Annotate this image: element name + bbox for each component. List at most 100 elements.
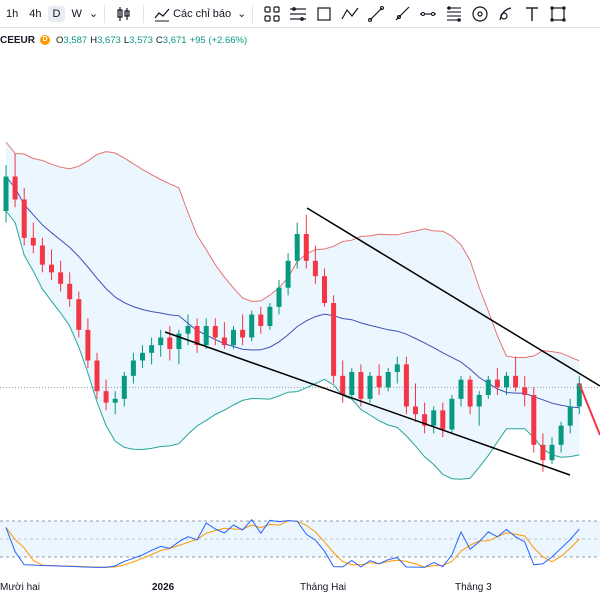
candle-body xyxy=(303,234,309,261)
open-label: O xyxy=(56,34,64,46)
circle-target-icon[interactable] xyxy=(469,3,491,25)
candle-body xyxy=(494,379,500,388)
candle-body xyxy=(367,375,373,399)
symbol-name: CEEUR xyxy=(0,34,36,46)
candle-body xyxy=(140,352,145,361)
candle-body xyxy=(504,375,509,388)
candle-body xyxy=(112,398,118,403)
crop-icon[interactable] xyxy=(547,3,569,25)
candle-body xyxy=(94,360,100,392)
chevron-down-icon[interactable]: ⌄ xyxy=(237,8,247,20)
candle-body xyxy=(485,379,491,395)
horizontal-lines-icon[interactable] xyxy=(287,3,309,25)
candle-body xyxy=(531,395,537,445)
high-label: H xyxy=(90,34,98,46)
text-icon[interactable] xyxy=(521,3,543,25)
rectangle-icon[interactable] xyxy=(313,3,335,25)
candle-body xyxy=(58,272,64,284)
candle-body xyxy=(394,364,400,372)
timeframe-1h[interactable]: 1h xyxy=(6,7,19,20)
candle-body xyxy=(558,425,564,445)
data-source-badge: D xyxy=(40,35,51,45)
low-value: 3,573 xyxy=(129,34,153,46)
timeframe-4h[interactable]: 4h xyxy=(29,7,42,20)
candle-body xyxy=(440,410,446,430)
trend-line-upper xyxy=(306,207,600,387)
candle-body xyxy=(576,383,582,407)
toolbar-divider xyxy=(252,4,254,23)
candle-body xyxy=(285,260,291,288)
candle-body xyxy=(103,391,109,403)
candle-body xyxy=(149,345,155,353)
ray-icon[interactable] xyxy=(391,3,413,25)
candle-body xyxy=(49,264,54,273)
indicators-button[interactable]: Các chỉ báo xyxy=(150,6,235,22)
layout-icon[interactable] xyxy=(261,3,283,25)
low-label: L xyxy=(123,34,130,46)
change-value: +95 (+2.66%) xyxy=(189,34,248,46)
high-value: 3,673 xyxy=(97,34,121,46)
time-label-february: Tháng Hai xyxy=(300,582,347,593)
candle-body xyxy=(413,406,418,415)
candle-body xyxy=(449,398,455,430)
candle-body xyxy=(167,337,173,349)
candle-body xyxy=(203,326,209,346)
candle-body xyxy=(513,375,519,388)
candle-body xyxy=(322,276,327,303)
bollinger-band-fill xyxy=(6,142,580,480)
candle-body xyxy=(340,375,346,395)
candle-body xyxy=(294,234,300,261)
chevron-down-icon[interactable]: ⌄ xyxy=(88,8,99,20)
candle-body xyxy=(567,406,573,426)
fib-lines-icon[interactable] xyxy=(443,3,465,25)
timeframe-d[interactable]: D xyxy=(47,5,66,22)
indicators-label: Các chỉ báo xyxy=(173,7,232,20)
candle-body xyxy=(76,299,82,330)
candle-body xyxy=(258,314,264,326)
close-value: 3,671 xyxy=(162,34,187,46)
trend-line-icon[interactable] xyxy=(365,3,387,25)
candle-body xyxy=(39,245,45,265)
timeframe-w[interactable]: W xyxy=(71,7,82,20)
trend-line-lower xyxy=(164,331,571,476)
path-icon[interactable] xyxy=(339,3,361,25)
candle-body xyxy=(240,329,246,338)
candle-body xyxy=(267,306,273,326)
candle-body xyxy=(212,326,218,338)
shapes-icon[interactable] xyxy=(495,3,517,25)
candle-body xyxy=(476,395,482,407)
candle-body xyxy=(385,372,391,388)
bollinger-basis-line xyxy=(5,176,580,409)
stochastic-panel[interactable] xyxy=(0,515,600,575)
candle-body xyxy=(85,329,91,361)
time-label-2026: 2026 xyxy=(152,582,175,593)
candle-body xyxy=(331,303,337,376)
price-chart[interactable] xyxy=(0,50,600,510)
candle-body xyxy=(467,379,473,407)
candle-body xyxy=(231,329,236,346)
toolbar-divider xyxy=(104,4,106,23)
bollinger-lower-line xyxy=(5,210,580,480)
time-axis: Mười hai 2026 Tháng Hai Tháng 3 xyxy=(0,578,600,600)
candle-body xyxy=(194,326,200,346)
candle-body xyxy=(158,337,164,346)
candle-body xyxy=(176,333,182,349)
time-label-march: Tháng 3 xyxy=(455,582,492,593)
candle-body xyxy=(185,326,191,334)
candle-body xyxy=(358,372,364,399)
candle-body xyxy=(67,283,73,300)
candle-body xyxy=(376,375,382,388)
candle-body xyxy=(458,379,464,399)
open-value: 3,587 xyxy=(63,34,88,46)
candles-icon[interactable] xyxy=(113,3,135,25)
brush-icon[interactable] xyxy=(417,3,439,25)
candle-body xyxy=(349,372,355,395)
symbol-legend: CEEUR D O 3,587 H 3,673 L 3,573 C 3,671 +95 … xyxy=(0,33,250,47)
stochastic-k-line xyxy=(5,518,580,568)
bollinger-upper-line xyxy=(5,141,580,362)
candle-body xyxy=(403,364,409,407)
chart-toolbar: 1h 4h D W ⌄ Các chỉ báo ⌄ xyxy=(0,0,600,28)
projection-arrow xyxy=(578,382,600,436)
candle-body xyxy=(422,414,428,426)
candle-body xyxy=(549,444,555,461)
